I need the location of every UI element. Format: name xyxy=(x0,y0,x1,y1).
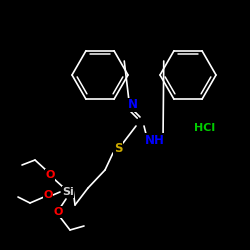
Text: NH: NH xyxy=(145,134,165,146)
Text: N: N xyxy=(128,98,138,112)
Text: HCl: HCl xyxy=(194,123,216,133)
Text: O: O xyxy=(43,190,53,200)
Text: O: O xyxy=(53,207,63,217)
Text: O: O xyxy=(45,170,55,180)
Text: S: S xyxy=(114,142,122,154)
Text: Si: Si xyxy=(62,187,74,197)
